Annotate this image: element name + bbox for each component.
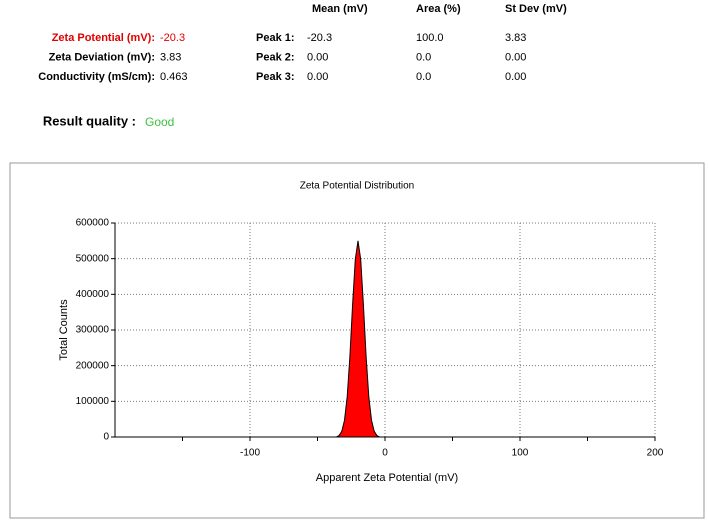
y-tick-label: 600000 — [76, 218, 110, 229]
peak-label: Peak 1: — [256, 32, 295, 44]
distribution-area — [336, 240, 380, 438]
peak-value: 0.00 — [307, 51, 328, 63]
peak-value: 100.0 — [416, 32, 444, 44]
peak-label: Peak 3: — [256, 71, 295, 83]
chart-title: Zeta Potential Distribution — [300, 181, 415, 192]
y-tick-label: 200000 — [76, 360, 110, 371]
y-axis-label: Total Counts — [58, 299, 70, 361]
x-axis-label: Apparent Zeta Potential (mV) — [316, 472, 458, 484]
x-tick-label: 200 — [647, 448, 664, 459]
column-header: St Dev (mV) — [505, 3, 567, 15]
result-label: Zeta Deviation (mV): — [49, 51, 155, 63]
y-tick-label: 0 — [103, 432, 109, 443]
x-tick-label: -100 — [240, 448, 260, 459]
result-value: 0.463 — [160, 71, 188, 83]
column-header: Area (%) — [416, 3, 461, 15]
y-tick-label: 100000 — [76, 396, 110, 407]
peak-value: 0.0 — [416, 71, 431, 83]
x-tick-label: 100 — [512, 448, 529, 459]
quality-label: Result quality : — [43, 113, 136, 128]
peak-label: Peak 2: — [256, 51, 295, 63]
column-header: Mean (mV) — [312, 3, 368, 15]
y-tick-label: 500000 — [76, 253, 110, 264]
peak-value: -20.3 — [307, 32, 332, 44]
result-label: Conductivity (mS/cm): — [38, 71, 155, 83]
peak-value: 3.83 — [505, 32, 526, 44]
result-value: 3.83 — [160, 51, 181, 63]
peak-value: 0.00 — [505, 51, 526, 63]
peak-value: 0.00 — [505, 71, 526, 83]
x-tick-label: 0 — [382, 448, 388, 459]
peak-value: 0.0 — [416, 51, 431, 63]
quality-value: Good — [145, 115, 174, 129]
result-value: -20.3 — [160, 32, 185, 44]
peak-value: 0.00 — [307, 71, 328, 83]
result-label: Zeta Potential (mV): — [52, 32, 155, 44]
y-tick-label: 300000 — [76, 325, 110, 336]
y-tick-label: 400000 — [76, 289, 110, 300]
